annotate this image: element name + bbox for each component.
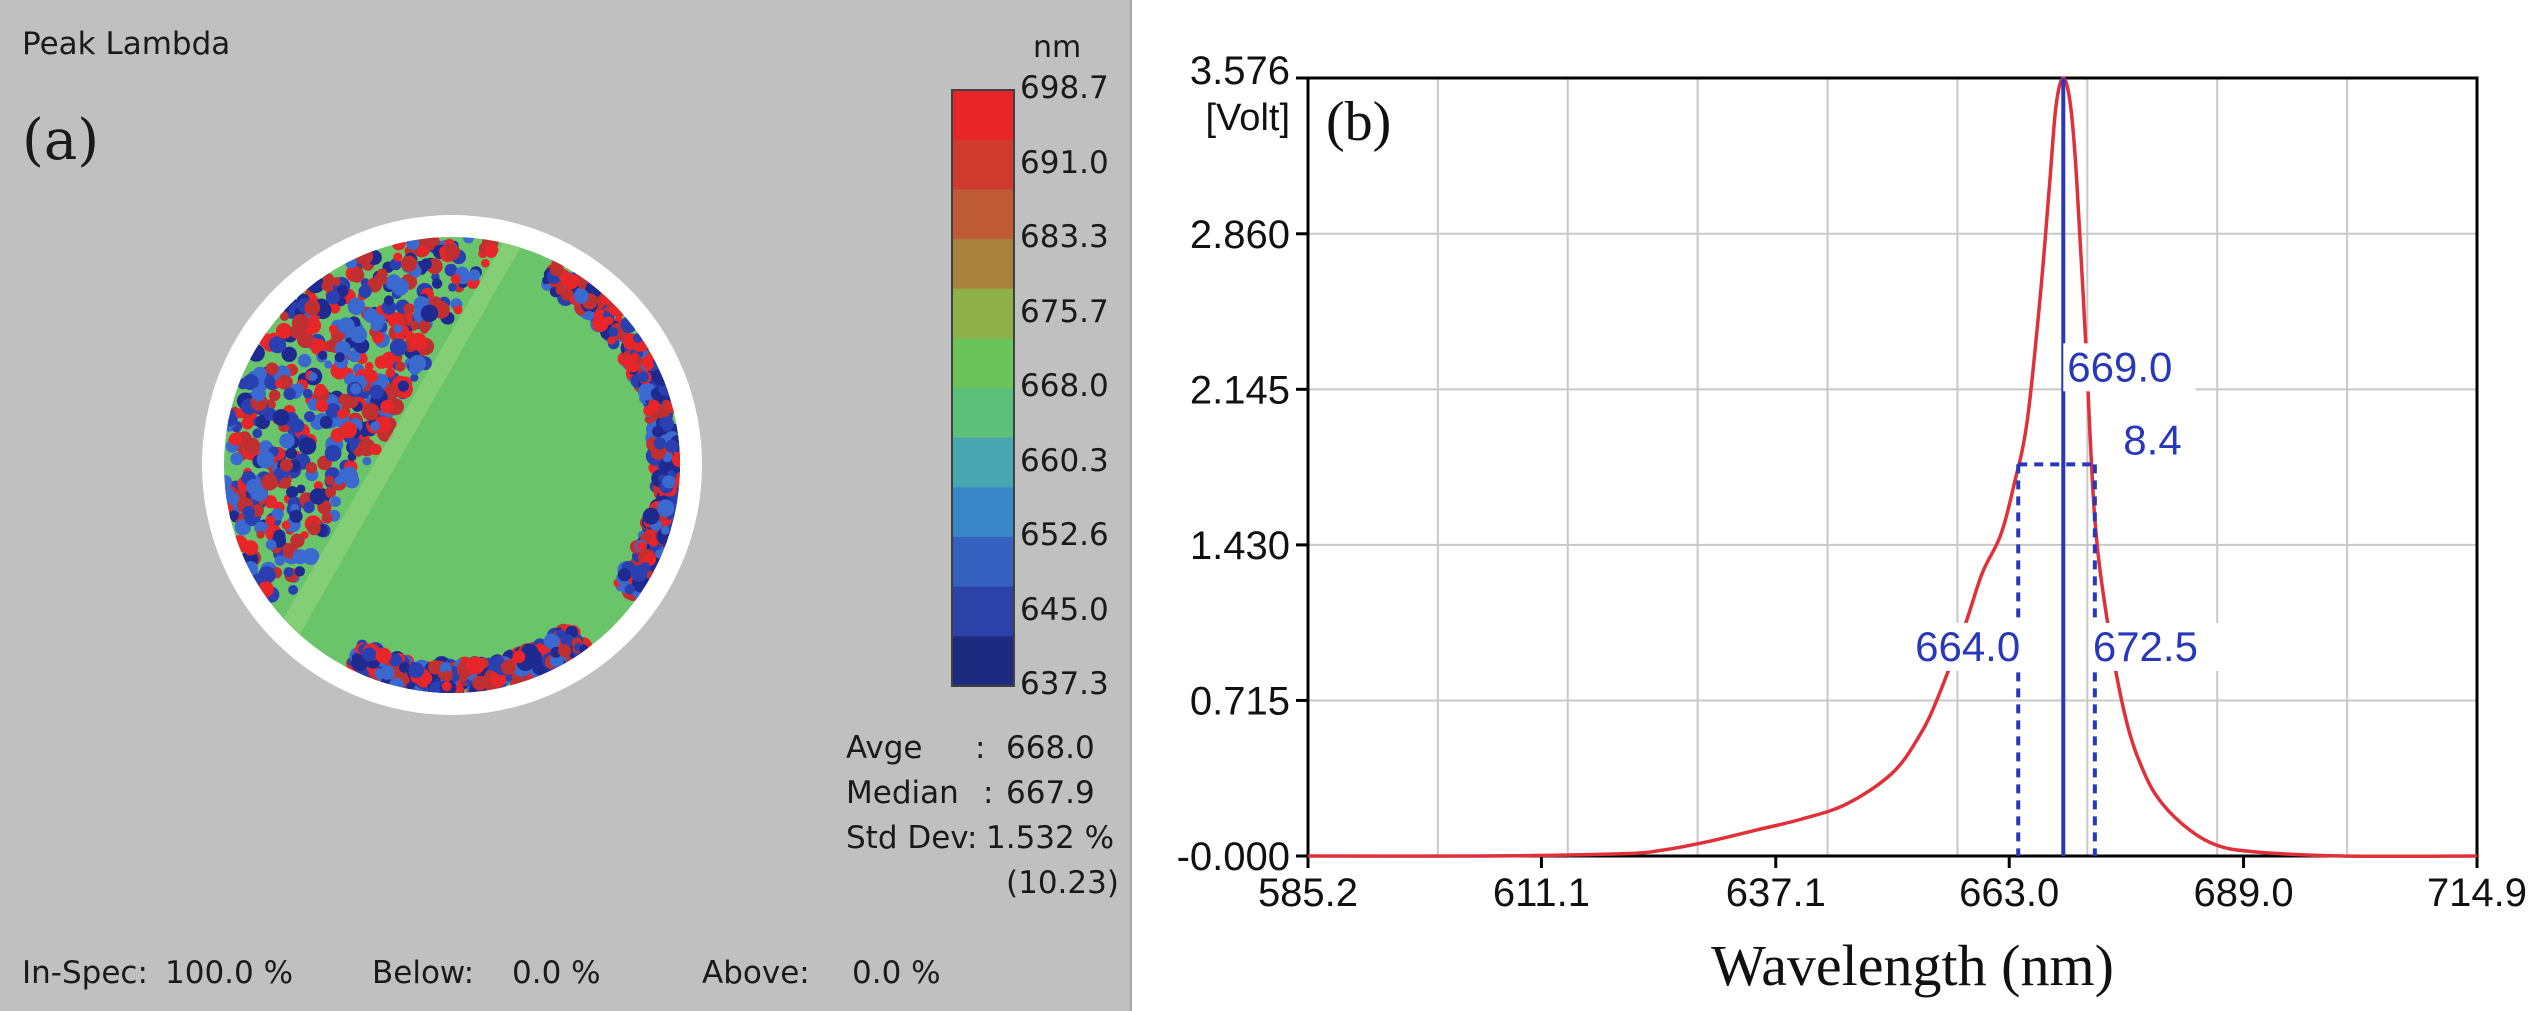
scale-tick-label: 683.3: [1020, 219, 1109, 255]
plot-frame: [1306, 76, 2479, 858]
peak-value-label: 669.0: [2067, 343, 2172, 390]
wafer-map-graphic: [202, 89, 1015, 715]
scale-swatch: [952, 537, 1014, 588]
y-tick-label: 2.860: [1190, 213, 1290, 257]
scale-tick-label: 637.3: [1020, 666, 1109, 702]
scale-tick-label: 691.0: [1020, 144, 1109, 181]
fwhm-left-label-bg: [1892, 622, 2025, 671]
spectrum-panel: -0.000 0.715 1.430 2.145 2.860 3.576 [Volt] 585…: [1132, 0, 2539, 1011]
peak-value-label-group: 669.0: [2063, 343, 2196, 392]
color-scale-bar: [951, 89, 1015, 687]
stat-median-value: 667.9: [1006, 775, 1095, 811]
scale-frame: [951, 89, 1015, 687]
scale-swatch: [952, 487, 1014, 538]
y-tick-label: -0.000: [1177, 835, 1290, 879]
panel-heading: Peak Lambda: [22, 26, 231, 62]
scale-swatch: [952, 586, 1014, 637]
wafer-edge-noise-top: [224, 237, 520, 690]
x-tick-label: 585.2: [1258, 871, 1358, 915]
scale-swatch: [952, 288, 1014, 339]
peak-lambda-panel: Peak Lambda (a) nm 698.7 691.0 683.3 675.7 6…: [0, 0, 1132, 1011]
panel-b-label: (b): [1326, 91, 1391, 153]
scale-swatch: [952, 139, 1014, 190]
x-tick-label: 611.1: [1493, 871, 1590, 915]
scale-swatch: [952, 388, 1014, 439]
stat-median-label: Median: [846, 775, 959, 811]
footer-inspec-value: 100.0 %: [165, 955, 294, 991]
scale-swatch: [952, 239, 1014, 290]
fwhm-right-label-bg: [2088, 622, 2221, 671]
panel-a-label: (a): [22, 108, 100, 173]
x-tick-label: 689.0: [2194, 871, 2294, 915]
footer-inspec-label: In-Spec:: [22, 955, 148, 991]
scale-unit: nm: [1033, 30, 1082, 65]
scale-tick-label: 668.0: [1020, 368, 1109, 404]
scale-tick-label: 652.6: [1020, 517, 1109, 553]
wafer-transition-band: [250, 240, 520, 690]
scale-tick-label: 660.3: [1020, 442, 1109, 479]
fwhm-left-label-group: 664.0: [1892, 622, 2025, 671]
scale-swatch: [952, 636, 1014, 687]
y-tick-label: 3.576: [1190, 49, 1290, 93]
wafer-edge-noise-bottom: [346, 623, 593, 693]
fwhm-value-label-bg: [2119, 416, 2194, 465]
stat-avg-label: Avge: [846, 730, 923, 766]
scale-swatch: [952, 437, 1014, 488]
stat-avg-sep: :: [975, 730, 986, 766]
x-tick-label: 637.1: [1726, 871, 1826, 915]
spectrum-chart: -0.000 0.715 1.430 2.145 2.860 3.576[Volt] 585…: [1177, 49, 2527, 998]
scale-tick-label: 645.0: [1020, 591, 1109, 628]
stat-avg-value: 668.0: [1006, 730, 1095, 766]
y-axis-label: [Volt]: [1206, 97, 1291, 139]
y-tick-label: 2.145: [1190, 368, 1290, 412]
x-tick-label: 663.0: [1959, 871, 2059, 915]
fwhm-value-label-group: 8.4: [2119, 416, 2194, 465]
stat-std-value: 1.532 %: [986, 820, 1115, 856]
x-tick-label: 714.9: [2427, 871, 2527, 915]
fwhm-value-label: 8.4: [2123, 416, 2181, 463]
fwhm-right-label-group: 672.5: [2088, 622, 2221, 671]
footer-above-value: 0.0 %: [852, 955, 941, 991]
y-tick-label: 0.715: [1190, 679, 1290, 723]
footer-below-value: 0.0 %: [512, 955, 601, 991]
stat-std-label: Std Dev:: [846, 820, 978, 856]
stat-std-sub: (10.23): [1006, 865, 1119, 901]
scale-tick-label: 698.7: [1020, 70, 1109, 106]
scale-swatch: [952, 338, 1014, 389]
stat-median-sep: :: [983, 775, 994, 811]
scale-swatch: [952, 189, 1014, 240]
fwhm-right-label: 672.5: [2093, 623, 2198, 670]
y-tick-label: 1.430: [1190, 524, 1290, 568]
grid: [1308, 78, 2477, 856]
scale-swatch: [952, 90, 1014, 141]
scale-tick-label: 675.7: [1020, 293, 1109, 330]
footer-above-label: Above:: [702, 955, 810, 991]
footer-below-label: Below:: [372, 955, 475, 991]
x-axis-label: Wavelength (nm): [1711, 933, 2114, 998]
peak-value-label-bg: [2063, 343, 2196, 392]
fwhm-left-label: 664.0: [1915, 623, 2020, 670]
spectrum-line: [1307, 76, 2478, 859]
